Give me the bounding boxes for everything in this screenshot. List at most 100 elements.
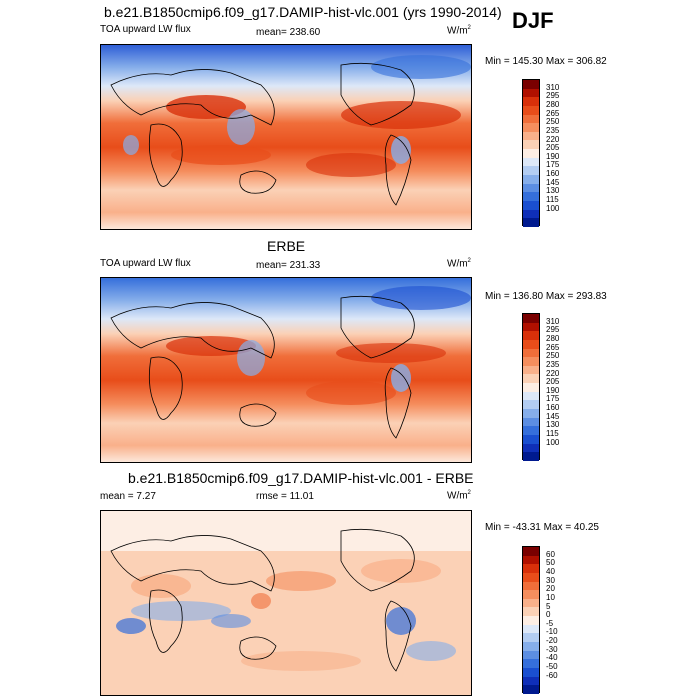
colorbar-swatch	[523, 322, 539, 332]
colorbar-swatch	[523, 88, 539, 98]
colorbar-swatch	[523, 105, 539, 115]
colorbar-swatch	[523, 339, 539, 349]
colorbar-swatch	[523, 331, 539, 340]
colorbar-tick-label: 295	[546, 325, 560, 335]
colorbar-swatch	[523, 624, 539, 634]
colorbar-swatch	[523, 374, 539, 384]
panel1-units: W/m2	[447, 25, 471, 37]
colorbar-tick-label: 5	[546, 601, 551, 611]
colorbar-swatch	[523, 149, 539, 158]
colorbar-swatch	[523, 434, 539, 444]
colorbar-swatch	[523, 391, 539, 401]
colorbar-tick-label: 20	[546, 584, 555, 594]
season-label: DJF	[512, 8, 554, 33]
panel2-variable-label: TOA upward LW flux	[100, 258, 191, 269]
panel1-map-field	[101, 45, 471, 229]
colorbar-tick-label: 310	[546, 82, 560, 92]
colorbar-swatch	[523, 365, 539, 375]
colorbar-tick-label: 100	[546, 203, 560, 213]
colorbar-tick-label: 160	[546, 169, 560, 179]
colorbar-swatch	[523, 400, 539, 410]
colorbar-swatch	[523, 200, 539, 210]
colorbar-swatch	[523, 659, 539, 668]
colorbar-tick-label: 250	[546, 117, 560, 127]
colorbar-tick-label: -30	[546, 644, 558, 654]
panel2-minmax: Min = 136.80 Max = 293.83	[485, 291, 607, 302]
colorbar-tick-label: 265	[546, 342, 560, 352]
colorbar-tick-label: 115	[546, 429, 559, 439]
colorbar-tick-label: 220	[546, 368, 560, 378]
colorbar-tick-label: 205	[546, 143, 560, 153]
colorbar-swatch	[523, 581, 539, 591]
colorbar-tick-label: 175	[546, 394, 560, 404]
panel3-title: b.e21.B1850cmip6.f09_g17.DAMIP-hist-vlc.…	[128, 470, 474, 486]
colorbar-swatch	[523, 192, 539, 201]
panel2-title: ERBE	[267, 238, 306, 254]
colorbar-swatch	[523, 314, 539, 323]
panel2-units: W/m2	[447, 258, 471, 270]
colorbar-tick-label: 235	[546, 125, 560, 135]
colorbar-swatch	[523, 676, 539, 686]
colorbar-tick-label: 160	[546, 403, 560, 413]
colorbar-swatch	[523, 409, 539, 418]
colorbar-tick-label: 265	[546, 108, 560, 118]
colorbar-swatch	[523, 97, 539, 106]
colorbar-swatch	[523, 218, 539, 227]
panel2-colorbar	[522, 313, 540, 461]
colorbar-swatch	[523, 590, 539, 599]
colorbar-tick-label: 235	[546, 359, 560, 369]
colorbar-tick-label: -20	[546, 636, 558, 646]
colorbar-tick-label: -50	[546, 662, 558, 672]
colorbar-swatch	[523, 383, 539, 392]
colorbar-tick-label: 0	[546, 610, 551, 620]
colorbar-swatch	[523, 547, 539, 556]
colorbar-swatch	[523, 598, 539, 608]
colorbar-tick-label: -10	[546, 627, 558, 637]
colorbar-tick-label: -40	[546, 653, 558, 663]
colorbar-swatch	[523, 166, 539, 176]
colorbar-swatch	[523, 183, 539, 193]
colorbar-swatch	[523, 140, 539, 150]
panel2-map	[100, 277, 472, 463]
colorbar-tick-label: 145	[546, 411, 560, 421]
colorbar-tick-label: 280	[546, 99, 560, 109]
colorbar-swatch	[523, 633, 539, 643]
panel1-map	[100, 44, 472, 230]
colorbar-tick-label: 190	[546, 151, 560, 161]
colorbar-tick-label: 130	[546, 186, 560, 196]
colorbar-swatch	[523, 426, 539, 435]
panel1-colorbar	[522, 79, 540, 227]
panel3-map-field	[101, 511, 471, 695]
colorbar-swatch	[523, 452, 539, 461]
colorbar-tick-label: 40	[546, 566, 555, 576]
colorbar-tick-label: 220	[546, 134, 560, 144]
colorbar-swatch	[523, 348, 539, 358]
colorbar-tick-label: 310	[546, 316, 560, 326]
colorbar-swatch	[523, 209, 539, 219]
colorbar-swatch	[523, 114, 539, 124]
colorbar-tick-label: 10	[546, 592, 555, 602]
colorbar-swatch	[523, 357, 539, 366]
colorbar-tick-label: 30	[546, 575, 555, 585]
colorbar-swatch	[523, 650, 539, 660]
panel3-map	[100, 510, 472, 696]
colorbar-tick-label: 175	[546, 160, 560, 170]
panel1-minmax: Min = 145.30 Max = 306.82	[485, 56, 607, 67]
colorbar-tick-label: 130	[546, 420, 560, 430]
colorbar-swatch	[523, 564, 539, 573]
colorbar-swatch	[523, 572, 539, 582]
colorbar-tick-label: 280	[546, 333, 560, 343]
panel2-map-field	[101, 278, 471, 462]
panel3-colorbar	[522, 546, 540, 694]
colorbar-swatch	[523, 417, 539, 427]
colorbar-tick-label: 60	[546, 549, 555, 559]
panel1-variable-label: TOA upward LW flux	[100, 24, 191, 35]
panel3-rmse-label: rmse = 11.01	[256, 491, 314, 502]
colorbar-swatch	[523, 123, 539, 132]
colorbar-tick-label: 100	[546, 437, 560, 447]
colorbar-swatch	[523, 80, 539, 89]
colorbar-tick-label: 190	[546, 385, 560, 395]
panel1-mean-label: mean= 238.60	[256, 27, 321, 38]
panel2-mean-label: mean= 231.33	[256, 260, 321, 271]
colorbar-swatch	[523, 555, 539, 565]
